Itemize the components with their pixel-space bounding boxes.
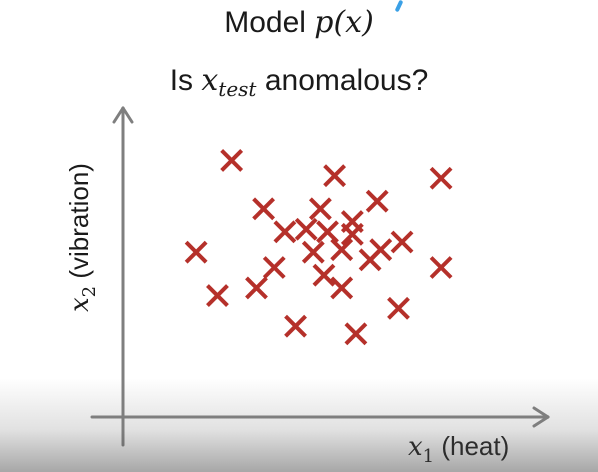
title-model: Model p(x) <box>0 6 598 40</box>
data-point-5 <box>252 197 276 221</box>
y-axis-arrow-left <box>112 106 125 124</box>
data-point-20 <box>312 263 336 287</box>
x-axis-label: x1 (heat) <box>408 431 509 467</box>
data-points <box>184 148 453 346</box>
data-point-15 <box>330 238 354 262</box>
data-point-11 <box>340 222 364 246</box>
question-prefix: Is <box>169 64 202 97</box>
question-suffix: anomalous? <box>256 64 429 97</box>
data-point-14 <box>301 240 325 264</box>
y-axis-label-sub: 2 <box>79 286 100 297</box>
data-point-23 <box>206 284 229 307</box>
data-point-26 <box>344 322 368 346</box>
data-point-3 <box>429 166 453 190</box>
x-axis-label-var: x <box>408 432 423 462</box>
y-axis-label-text: (vibration) <box>64 163 94 286</box>
y-axis-arrow-right <box>121 106 134 124</box>
axes <box>90 106 550 447</box>
data-point-25 <box>284 314 307 338</box>
question-variable: x <box>201 63 219 98</box>
data-point-2 <box>323 164 347 188</box>
x-axis-label-sub: 1 <box>423 446 434 467</box>
data-point-1 <box>220 148 244 172</box>
title-question: Is xtest anomalous? <box>0 64 598 106</box>
data-point-22 <box>245 276 268 300</box>
x-axis-arrow-top <box>532 406 550 419</box>
question-subscript: test <box>218 77 257 101</box>
y-axis-label: x2 (vibration) <box>64 163 100 312</box>
data-point-4 <box>365 189 389 213</box>
data-point-12 <box>184 240 208 264</box>
data-point-10 <box>316 220 339 244</box>
y-axis-label-var: x <box>65 297 95 312</box>
x-axis-arrow-bottom <box>532 415 550 428</box>
data-point-8 <box>273 220 297 244</box>
data-point-19 <box>429 256 453 279</box>
data-point-13 <box>262 256 286 279</box>
data-point-24 <box>387 296 410 320</box>
title-prefix: Model <box>224 6 315 39</box>
data-point-6 <box>308 197 332 221</box>
data-point-9 <box>294 217 318 241</box>
data-point-18 <box>390 230 414 254</box>
x-axis-label-text: (heat) <box>434 431 509 461</box>
data-point-17 <box>369 238 393 262</box>
data-point-21 <box>330 276 354 300</box>
title-function: p(x) <box>314 5 374 40</box>
